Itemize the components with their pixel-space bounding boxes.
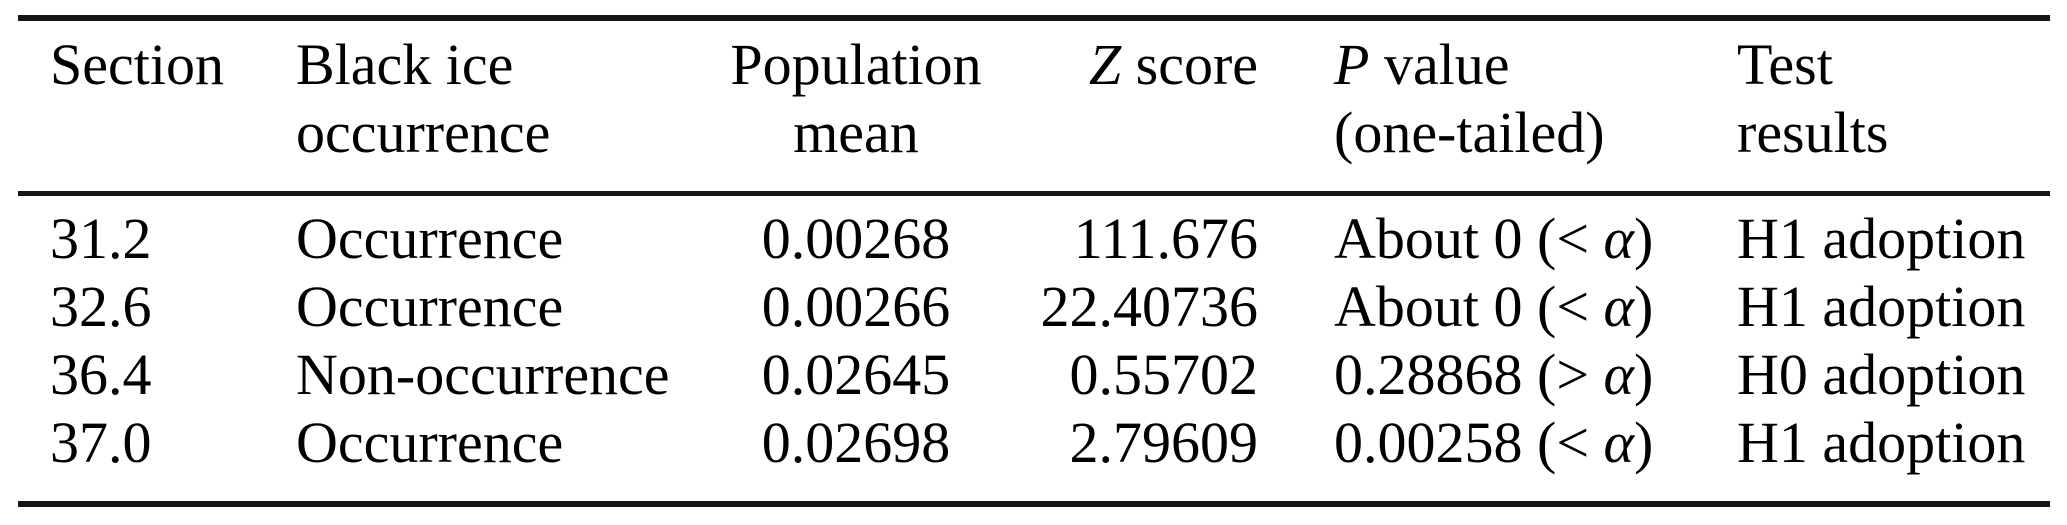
- p-value-rest: value: [1369, 32, 1510, 97]
- column-header-section: Section: [50, 31, 290, 99]
- p-value-text: About 0 (<: [1334, 274, 1604, 339]
- alpha-symbol: α: [1603, 206, 1634, 271]
- p-symbol: P: [1334, 32, 1370, 97]
- cell-population-mean: 0.02645: [761, 342, 951, 407]
- header-black-ice-line2: occurrence: [296, 100, 551, 165]
- cell-z-score: 111.676: [1073, 206, 1258, 271]
- p-value-text: 0.00258 (<: [1334, 410, 1604, 475]
- p-value-close: ): [1633, 274, 1654, 339]
- cell-z-score: 2.79609: [1069, 410, 1259, 475]
- cell-black-ice-occurrence: Occurrence: [296, 410, 564, 475]
- cell-test-result: H1 adoption: [1737, 410, 2026, 475]
- cell-population-mean: 0.00266: [761, 274, 951, 339]
- column-header-population-mean: Population mean: [690, 31, 1022, 167]
- cell-section: 36.4: [50, 342, 152, 407]
- table-bottom-rule: [18, 501, 2050, 507]
- cell-section: 31.2: [50, 206, 152, 271]
- header-black-ice-line1: Black ice: [296, 32, 514, 97]
- alpha-symbol: α: [1603, 274, 1634, 339]
- p-value-close: ): [1633, 410, 1654, 475]
- z-score-rest: score: [1121, 32, 1258, 97]
- p-value-close: ): [1633, 342, 1654, 407]
- cell-black-ice-occurrence: Occurrence: [296, 206, 564, 271]
- cell-p-value: 0.00258 (< α): [1334, 409, 1734, 477]
- header-population-line1: Population: [730, 32, 982, 97]
- alpha-symbol: α: [1603, 410, 1634, 475]
- column-header-p-value: P value (one-tailed): [1334, 31, 1734, 167]
- header-section-line1: Section: [50, 32, 224, 97]
- column-header-test-results: Test results: [1737, 31, 2067, 167]
- alpha-symbol: α: [1603, 342, 1634, 407]
- cell-z-score: 0.55702: [1069, 342, 1259, 407]
- header-test-line1: Test: [1737, 32, 1833, 97]
- table-row: 31.2 Occurrence 0.00268 111.676 About 0 …: [0, 205, 2067, 273]
- cell-section: 37.0: [50, 410, 152, 475]
- p-value-text: 0.28868 (>: [1334, 342, 1604, 407]
- header-p-value-line2: (one-tailed): [1334, 100, 1605, 165]
- header-population-line2: mean: [793, 100, 919, 165]
- z-symbol: Z: [1088, 32, 1122, 97]
- table-row: 32.6 Occurrence 0.00266 22.40736 About 0…: [0, 273, 2067, 341]
- cell-test-result: H1 adoption: [1737, 206, 2026, 271]
- cell-p-value: About 0 (< α): [1334, 273, 1734, 341]
- cell-black-ice-occurrence: Occurrence: [296, 274, 564, 339]
- header-p-value-line1: P value: [1334, 31, 1734, 99]
- p-value-close: ): [1633, 206, 1654, 271]
- cell-population-mean: 0.02698: [761, 410, 951, 475]
- table-header-row: Section Black ice occurrence Population …: [0, 31, 2067, 181]
- cell-population-mean: 0.00268: [761, 206, 951, 271]
- cell-p-value: 0.28868 (> α): [1334, 341, 1734, 409]
- table-row: 37.0 Occurrence 0.02698 2.79609 0.00258 …: [0, 409, 2067, 477]
- header-z-score-line1: Z score: [1028, 31, 1258, 99]
- cell-z-score: 22.40736: [1040, 274, 1259, 339]
- cell-test-result: H1 adoption: [1737, 274, 2026, 339]
- cell-test-result: H0 adoption: [1737, 342, 2026, 407]
- table-row: 36.4 Non-occurrence 0.02645 0.55702 0.28…: [0, 341, 2067, 409]
- column-header-z-score: Z score: [1028, 31, 1258, 99]
- cell-black-ice-occurrence: Non-occurrence: [296, 342, 670, 407]
- table-mid-rule: [18, 191, 2050, 196]
- header-test-line2: results: [1737, 100, 1889, 165]
- table-top-rule: [18, 15, 2050, 21]
- column-header-black-ice-occurrence: Black ice occurrence: [296, 31, 716, 167]
- p-value-text: About 0 (<: [1334, 206, 1604, 271]
- cell-p-value: About 0 (< α): [1334, 205, 1734, 273]
- cell-section: 32.6: [50, 274, 152, 339]
